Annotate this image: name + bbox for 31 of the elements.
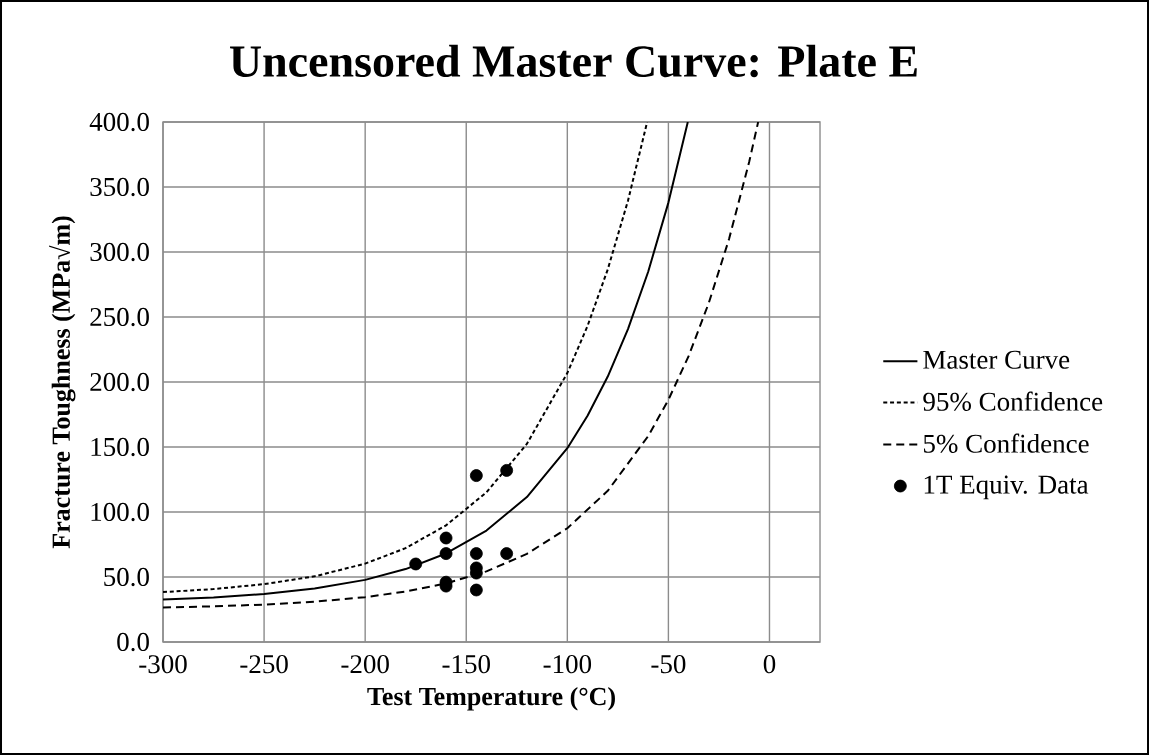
y-tick-label: 0.0 (117, 632, 149, 652)
legend-label: 5% Confidence (923, 433, 1089, 453)
point (500, 547, 514, 560)
x-tick-label: -50 (651, 655, 686, 674)
legend-label: Master Curve (923, 350, 1070, 369)
chart-title: Uncensored Master Curve: Plate E (230, 44, 917, 78)
point (439, 547, 453, 560)
y-tick-label: 150.0 (91, 437, 149, 457)
y-tick-label: 400.0 (89, 112, 149, 132)
y-tick-label: 50.0 (104, 567, 149, 587)
x-axis-title: Test Temperature (°C) (367, 687, 615, 711)
point (469, 583, 483, 597)
y-tick-label: 100.0 (91, 502, 149, 522)
point (469, 547, 483, 560)
x-tick-label: 0 (763, 655, 776, 674)
x-tick-label: -200 (341, 655, 389, 674)
y-axis-title: Fracture Toughness (MPa√m) (49, 216, 76, 549)
legend-label: 1T Equiv. Data (924, 475, 1089, 500)
x-tick-label: -300 (139, 655, 187, 674)
point (439, 531, 453, 545)
y-tick-label: 350.0 (90, 177, 149, 197)
point (469, 469, 483, 482)
legend-label: 95% Confidence (923, 391, 1103, 411)
y-tick-label: 250.0 (90, 307, 149, 327)
y-tick-label: 200.0 (90, 372, 149, 392)
x-tick-label: -150 (442, 655, 490, 674)
y-tick-label: 300.0 (90, 242, 149, 262)
x-tick-label: -250 (240, 655, 288, 674)
point (409, 557, 423, 571)
point (500, 464, 514, 477)
x-tick-label: -100 (543, 655, 592, 674)
